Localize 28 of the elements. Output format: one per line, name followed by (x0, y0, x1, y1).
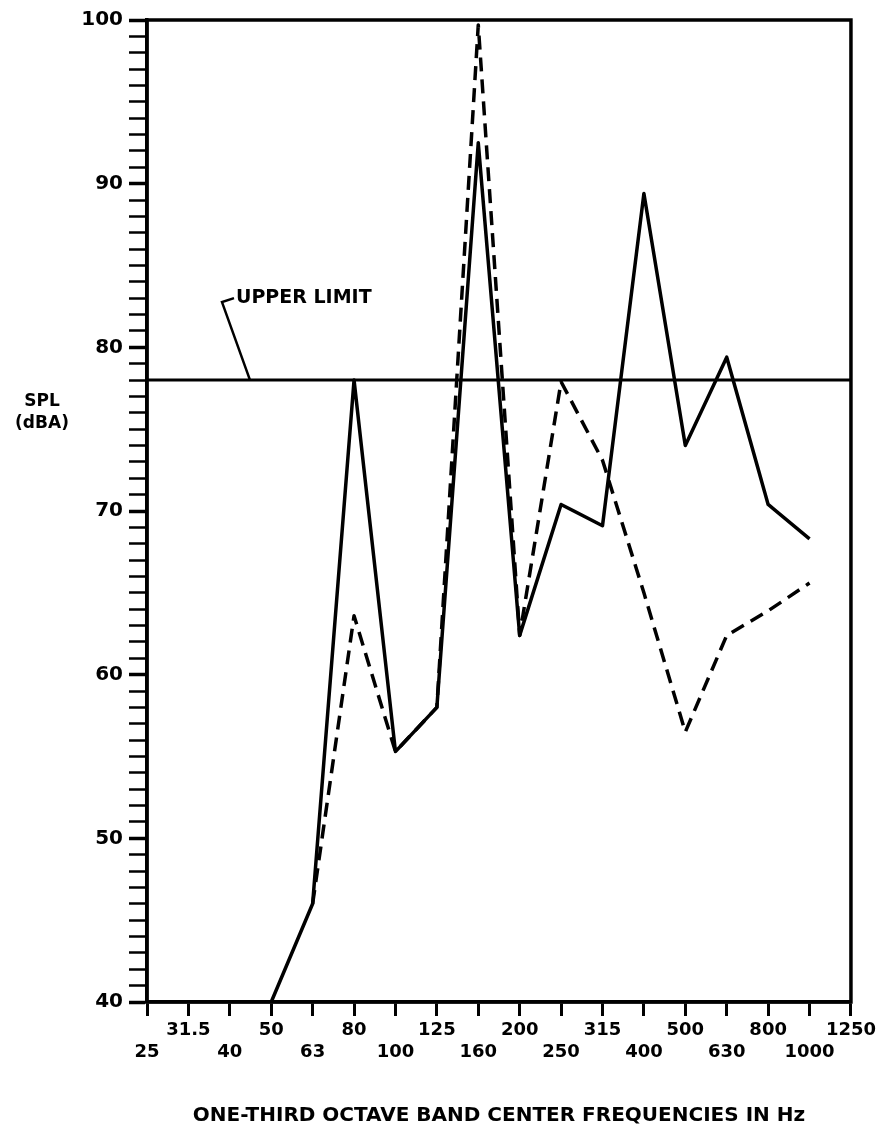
y-tick-label: 70 (95, 497, 123, 522)
y-tick-label: 80 (95, 333, 123, 358)
x-tick-label: 160 (459, 1040, 498, 1062)
x-tick-label: 1250 (825, 1018, 877, 1040)
x-tick-label: 800 (749, 1018, 787, 1040)
y-axis-title: SPL (dBA) (15, 390, 69, 433)
x-tick-label: 250 (542, 1040, 580, 1062)
x-tick-label: 31.5 (166, 1018, 211, 1040)
x-tick-label: 630 (707, 1040, 746, 1062)
x-tick-label: 80 (341, 1018, 367, 1040)
x-tick-label: 1000 (784, 1040, 835, 1062)
x-tick-label: 125 (418, 1018, 456, 1040)
y-tick-label: 90 (95, 169, 123, 194)
x-tick-label: 400 (625, 1040, 663, 1062)
x-tick-label: 500 (666, 1018, 705, 1040)
x-tick-label: 40 (217, 1040, 243, 1062)
x-axis-title: ONE-THIRD OCTAVE BAND CENTER FREQUENCIES IN Hz (192, 1102, 806, 1127)
x-tick-label: 100 (376, 1040, 415, 1062)
x-tick-label: 200 (500, 1018, 539, 1040)
x-tick-label: 25 (134, 1040, 160, 1062)
y-tick-label: 60 (95, 660, 123, 685)
x-tick-label: 50 (258, 1018, 284, 1040)
x-tick-label: 315 (583, 1018, 622, 1040)
ref-line-label: UPPER LIMIT (236, 285, 372, 307)
y-tick-label: 50 (95, 824, 123, 849)
y-tick-label: 40 (95, 988, 123, 1013)
x-tick-label: 63 (300, 1040, 326, 1062)
y-tick-label: 100 (81, 6, 123, 31)
